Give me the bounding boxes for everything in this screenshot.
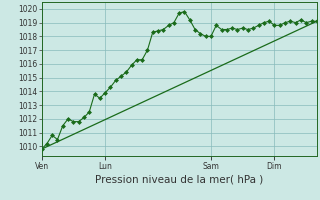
X-axis label: Pression niveau de la mer( hPa ): Pression niveau de la mer( hPa ) xyxy=(95,175,263,185)
